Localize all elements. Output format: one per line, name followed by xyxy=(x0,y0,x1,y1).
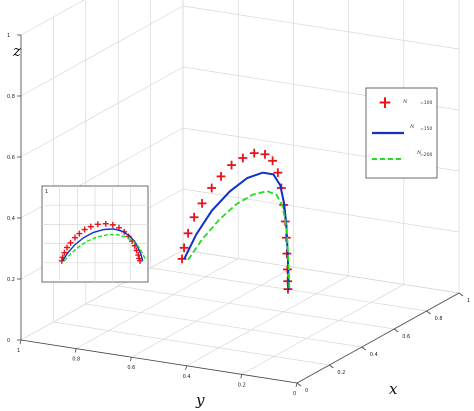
floor-grid-line xyxy=(85,303,362,348)
series-plus-marker xyxy=(273,168,283,178)
floor-grid-line xyxy=(241,284,404,375)
y-tick-label: 0.8 xyxy=(72,357,80,363)
legend-entry-3-symbol: N xyxy=(416,150,422,156)
series-plus-marker xyxy=(268,156,277,166)
y-tick-label: 0.2 xyxy=(238,382,246,388)
x-tick-mark xyxy=(296,382,302,387)
inset-plus-marker xyxy=(58,257,65,264)
floor-grid-line xyxy=(182,249,460,294)
series-line-3 xyxy=(187,190,291,292)
inset-plus-marker xyxy=(71,234,78,241)
y-axis-line xyxy=(20,339,298,384)
x-tick-label: 0 xyxy=(305,388,308,394)
floor-grid-line xyxy=(131,266,294,358)
z-axis-label: z xyxy=(12,42,21,60)
y-tick-mark xyxy=(19,339,22,345)
floor-grid-line xyxy=(118,285,395,330)
inset-plus-marker xyxy=(135,252,142,259)
inset-series xyxy=(58,220,147,264)
y-tick-label: 0 xyxy=(293,391,296,397)
x-tick-label: 0.6 xyxy=(402,334,410,340)
inset-plus-marker xyxy=(109,221,116,228)
y-tick-mark xyxy=(295,382,298,388)
wall-grid-line xyxy=(20,66,184,158)
series-plus-marker xyxy=(183,228,193,238)
legend-plus-symbol: + xyxy=(378,93,392,113)
x-tick-mark xyxy=(329,364,334,369)
inset-series-line-2 xyxy=(62,228,144,262)
z-tick-label: 1 xyxy=(7,33,10,39)
series-plus-marker xyxy=(238,153,248,163)
inset-plot: 1 xyxy=(41,185,149,283)
legend: + N =100 N =150 N =200 xyxy=(365,87,438,179)
y-tick-label: 1 xyxy=(17,348,20,354)
y-axis-label: y xyxy=(195,391,205,409)
x-axis-label: x xyxy=(389,380,398,398)
wall-grid-line xyxy=(20,5,184,97)
series-plus-marker xyxy=(249,148,259,158)
series-plus-marker xyxy=(179,243,189,253)
y-tick-label: 0.6 xyxy=(127,365,135,371)
legend-entry-2-value: =150 xyxy=(420,126,432,132)
y-tick-mark xyxy=(130,357,132,362)
axes xyxy=(20,35,460,384)
series-plus-marker xyxy=(207,183,217,193)
wall-grid-line xyxy=(182,5,460,50)
x-tick-label: 0.2 xyxy=(337,370,345,376)
inset-plus-marker xyxy=(67,239,74,246)
y-tick-mark xyxy=(74,348,77,353)
x-tick-label: 0.4 xyxy=(370,352,378,358)
tick-labels: 0 0.2 0.4 0.6 0.8 1 0 0.2 0.4 0.6 0.8 1 0 0.2 0.4 0.6 0.… xyxy=(7,33,470,397)
x-tick-mark xyxy=(361,346,367,351)
legend-entry-2-symbol: N xyxy=(409,124,415,130)
z-tick-label: 0.8 xyxy=(7,94,15,100)
series-plus-marker xyxy=(189,212,199,222)
inset-plus-marker xyxy=(87,223,94,230)
inset-grid xyxy=(42,186,148,282)
series-plus-marker xyxy=(260,149,270,159)
inset-plus-marker xyxy=(64,244,71,251)
y-tick-mark xyxy=(240,374,243,379)
series-plus-marker xyxy=(227,160,236,170)
x-tick-mark xyxy=(426,310,431,315)
inset-plus-marker xyxy=(81,226,88,233)
z-tick-label: 0 xyxy=(7,338,10,344)
x-tick-label: 0.8 xyxy=(435,316,443,322)
inset-tick-label: 1 xyxy=(45,189,48,195)
series-plus-marker xyxy=(197,198,207,208)
legend-entry-1-value: =100 xyxy=(420,100,432,106)
inset-series-line-3 xyxy=(63,234,147,262)
legend-entry-3-value: =200 xyxy=(420,152,432,158)
x-tick-mark xyxy=(393,328,399,333)
floor-grid-line xyxy=(76,258,239,349)
z-tick-label: 0.2 xyxy=(7,277,15,283)
wall-grid-line xyxy=(20,0,85,36)
series-line-2 xyxy=(183,171,290,291)
wall-grid-line xyxy=(182,188,460,233)
inset-plus-marker xyxy=(102,220,109,227)
z-tick-label: 0.4 xyxy=(7,216,15,222)
inset-plus-marker xyxy=(76,230,83,237)
floor-grid-line xyxy=(186,275,349,367)
floor-grid-line xyxy=(53,321,330,366)
inset-plus-marker xyxy=(94,221,101,228)
floor-grid-line xyxy=(20,249,184,341)
x-axis-line xyxy=(296,292,460,384)
series-plus-marker xyxy=(216,171,226,181)
z-tick-label: 0.6 xyxy=(7,155,15,161)
legend-entry-1-symbol: N xyxy=(402,99,408,105)
x-tick-label: 1 xyxy=(467,298,470,304)
x-tick-mark xyxy=(458,292,464,297)
inset-plus-marker xyxy=(61,249,68,256)
y-tick-mark xyxy=(185,365,187,370)
series xyxy=(177,148,293,294)
y-tick-label: 0.4 xyxy=(183,374,191,380)
